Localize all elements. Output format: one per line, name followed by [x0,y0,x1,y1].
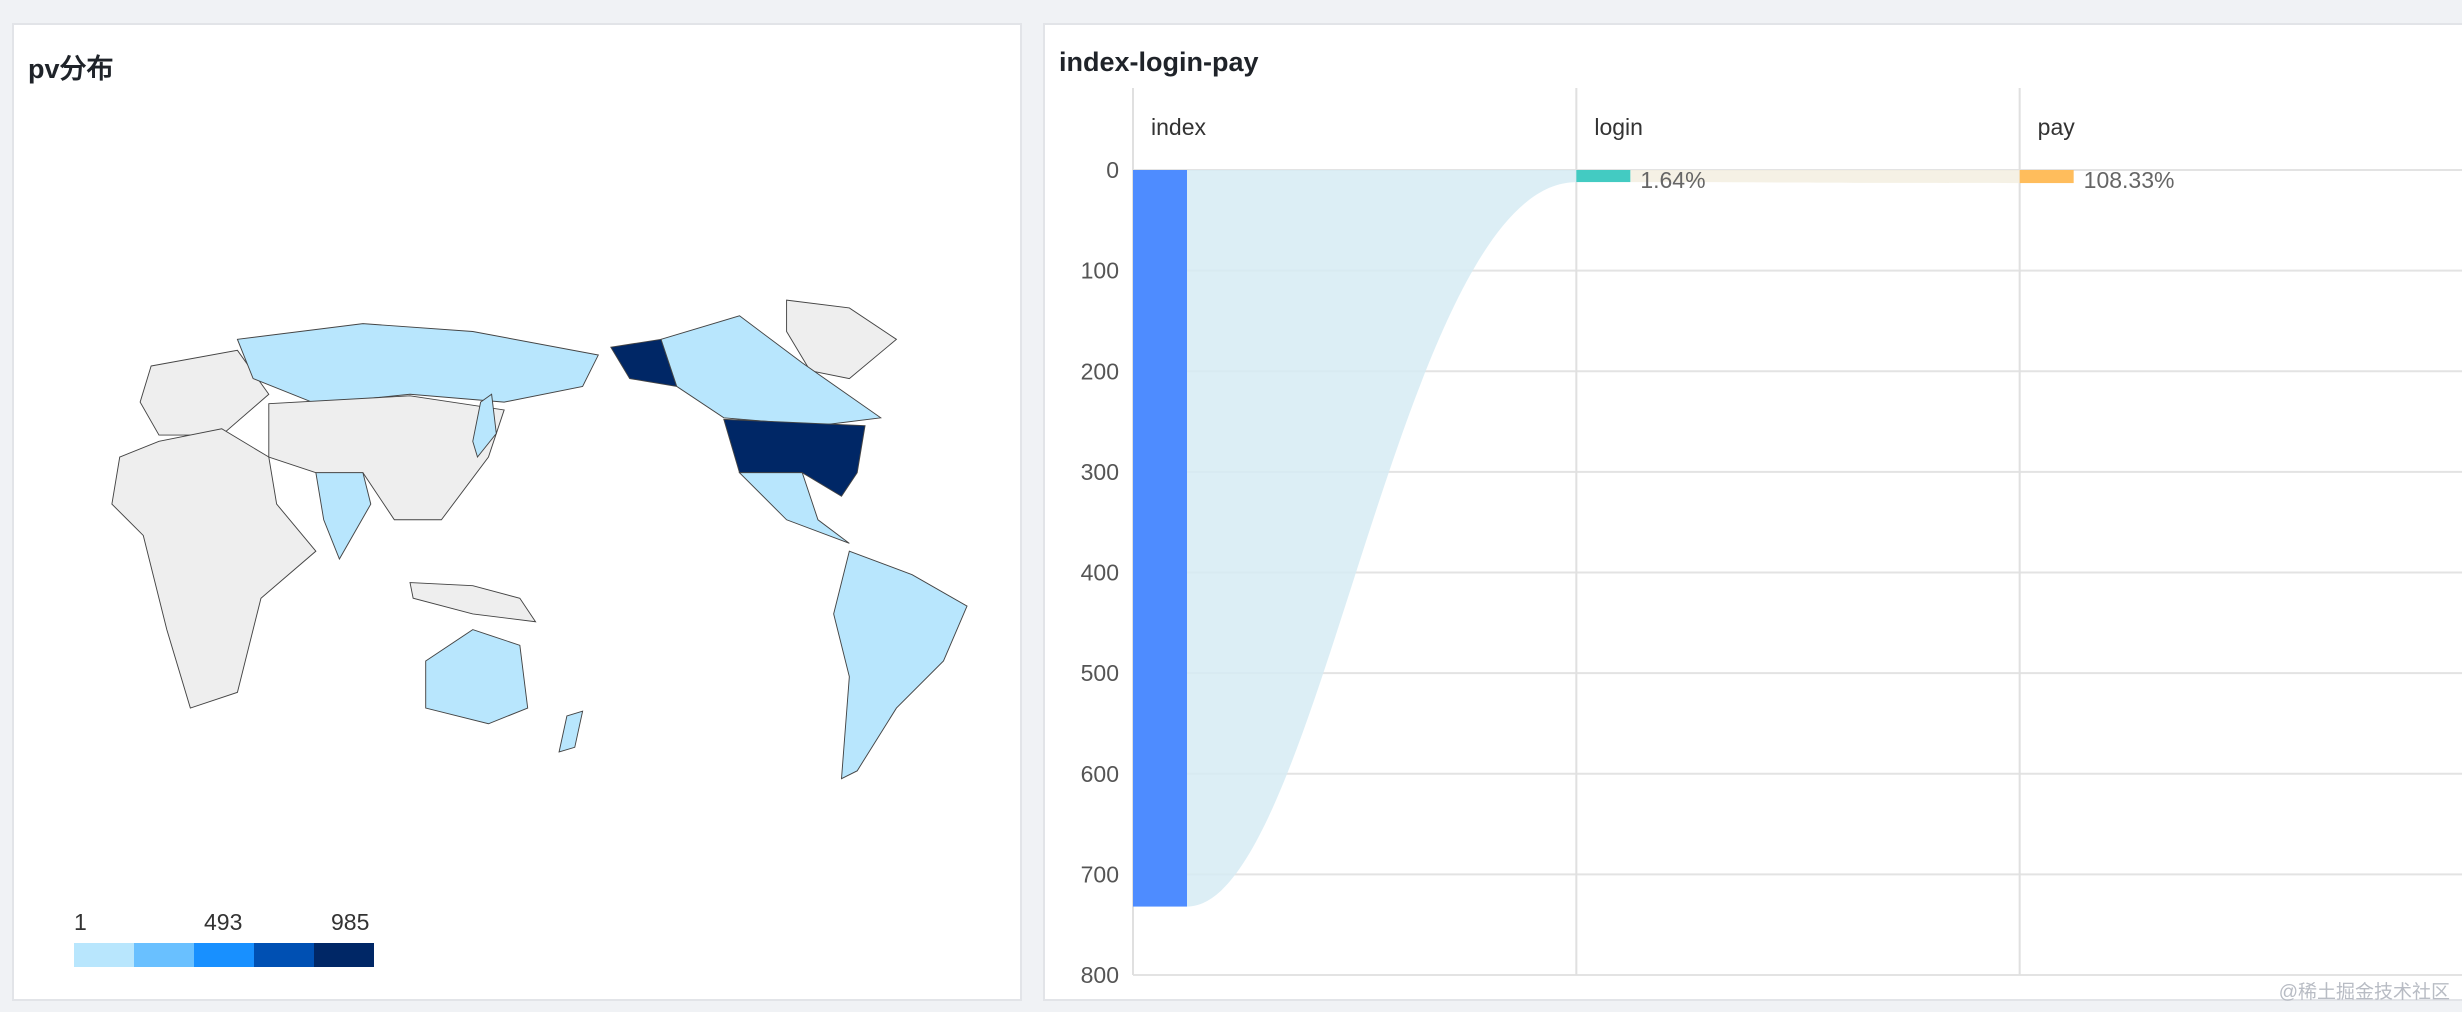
category-label-index: index [1151,114,1206,140]
legend-swatch[interactable] [134,943,194,967]
legend-max: 985 [331,909,370,935]
y-tick-label: 0 [1106,157,1119,183]
funnel-panel: index-login-pay 0 100 200 300 400 500 600 700 80… [1043,23,2462,1001]
map-title: pv分布 [28,54,114,84]
country-greenland [786,299,898,380]
country-australia [425,629,529,725]
country-canada [660,315,882,427]
country-new-zealand [558,710,584,753]
country-south-america [833,550,968,780]
funnel-flow-area [1187,170,1577,907]
y-tick-label: 300 [1081,459,1119,485]
legend-swatch[interactable] [314,943,374,967]
world-map [111,299,968,780]
y-tick-label: 100 [1081,258,1119,284]
category-label-pay: pay [2038,114,2076,140]
legend-mid: 493 [204,909,243,935]
category-label-login: login [1594,114,1643,140]
map-panel: pv分布 1 493 985 [12,23,1022,1001]
funnel-bar-pay [2019,170,2074,184]
y-tick-label: 500 [1081,660,1119,686]
conversion-label: 108.33% [2084,167,2175,193]
country-africa [111,428,317,709]
funnel-title: index-login-pay [1059,47,1259,77]
country-mexico [738,472,850,544]
legend-swatch[interactable] [194,943,254,967]
country-russia [236,323,599,405]
y-tick-label: 700 [1081,861,1119,887]
funnel-bar-index [1133,170,1187,907]
funnel-flow-area [1630,170,2020,184]
legend-min: 1 [74,909,87,935]
y-tick-label: 600 [1081,761,1119,787]
y-tick-label: 400 [1081,560,1119,586]
funnel-chart: 0 100 200 300 400 500 600 700 800 index login pay 1.… [1081,88,2462,988]
funnel-bar-login [1576,170,1631,183]
watermark: @稀土掘金技术社区 [2278,982,2450,1003]
legend-color-bar[interactable] [74,943,374,967]
country-asia [268,395,505,521]
conversion-label: 1.64% [1640,167,1705,193]
country-indonesia [409,582,537,623]
country-japan [472,393,497,459]
country-india [315,472,372,561]
y-tick-label: 800 [1081,962,1119,988]
legend-swatch[interactable] [74,943,134,967]
legend-swatch[interactable] [254,943,314,967]
y-tick-label: 200 [1081,358,1119,384]
